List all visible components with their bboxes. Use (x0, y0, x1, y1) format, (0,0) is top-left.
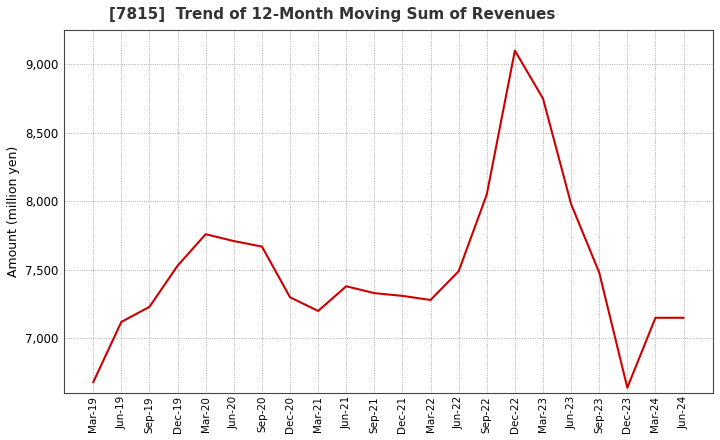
Y-axis label: Amount (million yen): Amount (million yen) (7, 146, 20, 277)
Text: [7815]  Trend of 12-Month Moving Sum of Revenues: [7815] Trend of 12-Month Moving Sum of R… (109, 7, 556, 22)
